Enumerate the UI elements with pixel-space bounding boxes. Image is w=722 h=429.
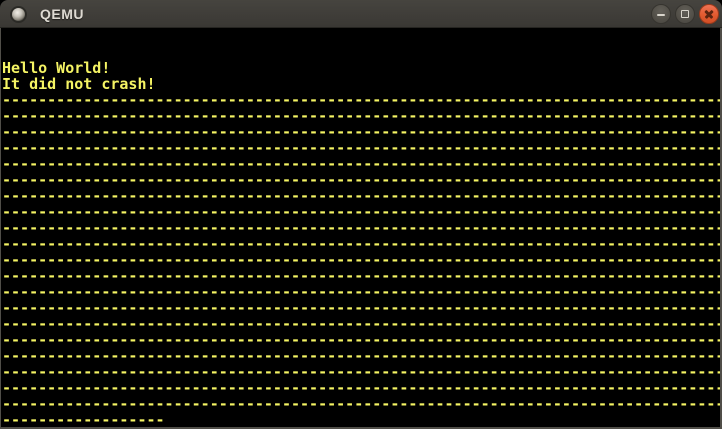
console-line: ----------------------------------------…: [2, 284, 720, 300]
titlebar[interactable]: QEMU: [0, 0, 722, 28]
console-line: ----------------------------------------…: [2, 188, 720, 204]
console-line: ----------------------------------------…: [2, 316, 720, 332]
console-line: ----------------------------------------…: [2, 252, 720, 268]
console-line: ----------------------------------------…: [2, 140, 720, 156]
console-line: ----------------------------------------…: [2, 332, 720, 348]
window-controls: [651, 4, 719, 24]
console-line: ----------------------------------------…: [2, 300, 720, 316]
console-line: [2, 44, 720, 60]
maximize-button[interactable]: [675, 4, 695, 24]
vga-console[interactable]: Hello World! It did not crash! -----------…: [0, 28, 722, 429]
console-line: ----------------------------------------…: [2, 268, 720, 284]
close-button[interactable]: [699, 4, 719, 24]
console-line: [2, 28, 720, 44]
window-title: QEMU: [40, 5, 84, 22]
console-line: It did not crash!: [2, 76, 156, 92]
console-line: ----------------------------------------…: [2, 348, 720, 364]
console-line: ----------------------------------------…: [2, 172, 720, 188]
console-line: ----------------------------------------…: [2, 364, 720, 380]
close-icon: [700, 5, 718, 23]
console-line: ------------------: [2, 412, 165, 428]
console-line: ----------------------------------------…: [2, 108, 720, 124]
console-line: ----------------------------------------…: [2, 220, 720, 236]
console-line: ----------------------------------------…: [2, 396, 720, 412]
minimize-button[interactable]: [651, 4, 671, 24]
console-line: Hello World!: [2, 60, 111, 76]
minimize-icon: [657, 14, 665, 16]
console-line: ----------------------------------------…: [2, 236, 720, 252]
console-line: ----------------------------------------…: [2, 92, 720, 108]
console-line: ----------------------------------------…: [2, 204, 720, 220]
qemu-app-icon: [12, 8, 25, 21]
console-line: ----------------------------------------…: [2, 124, 720, 140]
console-line: ----------------------------------------…: [2, 380, 720, 396]
console-line: ----------------------------------------…: [2, 156, 720, 172]
maximize-icon: [681, 10, 689, 18]
